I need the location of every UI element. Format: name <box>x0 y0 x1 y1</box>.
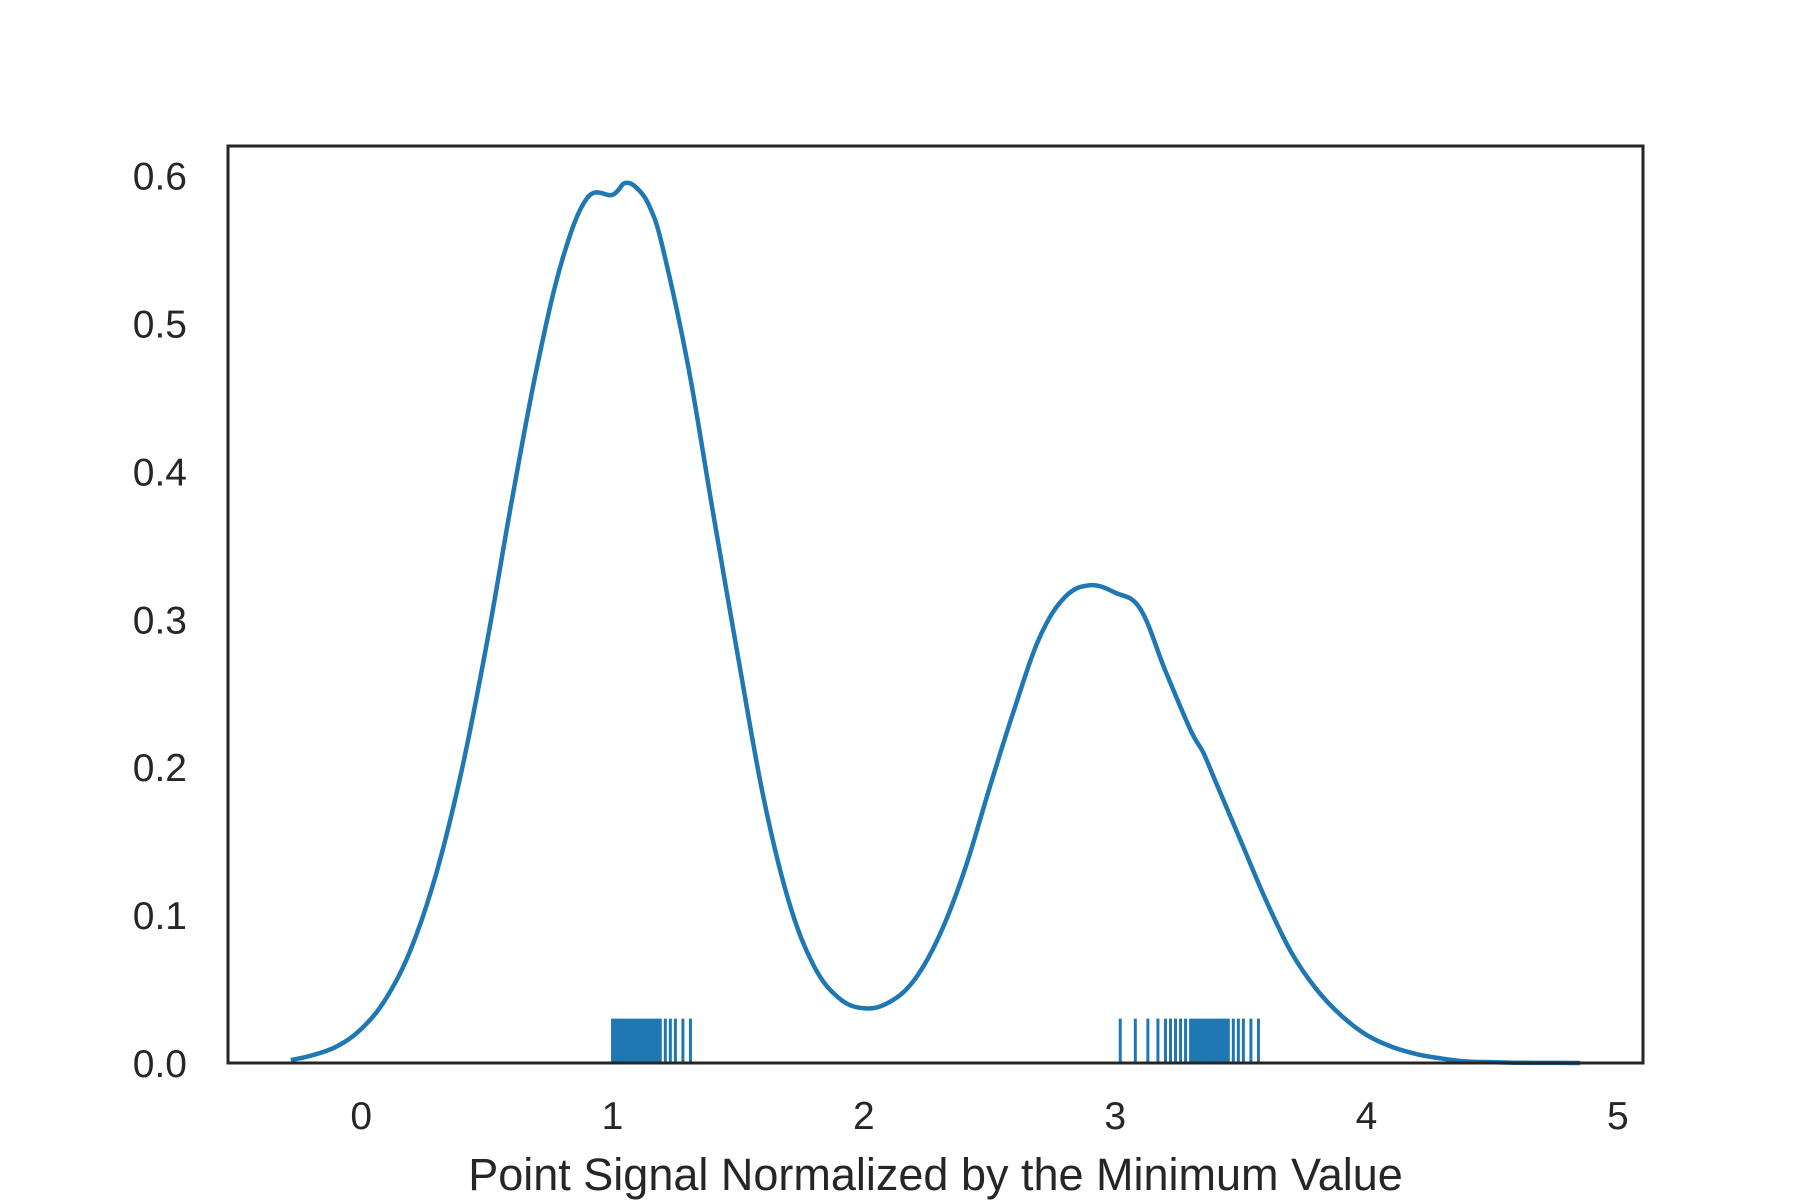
density-curve <box>290 180 1581 1066</box>
y-tick-label: 0.3 <box>133 599 187 642</box>
x-tick-label: 4 <box>1356 1095 1378 1138</box>
rug-plot <box>611 1018 1260 1063</box>
y-tick-labels: 0.0 0.1 0.2 0.3 0.4 0.5 0.6 <box>133 156 187 1086</box>
x-tick-label: 5 <box>1607 1095 1629 1138</box>
x-axis-label: Point Signal Normalized by the Minimum V… <box>468 1149 1403 1200</box>
y-tick-label: 0.6 <box>133 156 187 199</box>
y-tick-label: 0.0 <box>133 1043 187 1086</box>
density-curve-layer <box>290 180 1581 1066</box>
x-tick-labels: 0 1 2 3 4 5 <box>350 1095 1628 1138</box>
plot-frame <box>226 144 1645 1065</box>
x-tick-label: 2 <box>853 1095 875 1138</box>
x-tick-label: 1 <box>602 1095 624 1138</box>
x-tick-label: 3 <box>1104 1095 1126 1138</box>
y-tick-label: 0.4 <box>133 451 187 494</box>
y-tick-label: 0.1 <box>133 895 187 938</box>
y-tick-label: 0.2 <box>133 747 187 790</box>
x-tick-label: 0 <box>350 1095 372 1138</box>
y-tick-label: 0.5 <box>133 303 187 346</box>
